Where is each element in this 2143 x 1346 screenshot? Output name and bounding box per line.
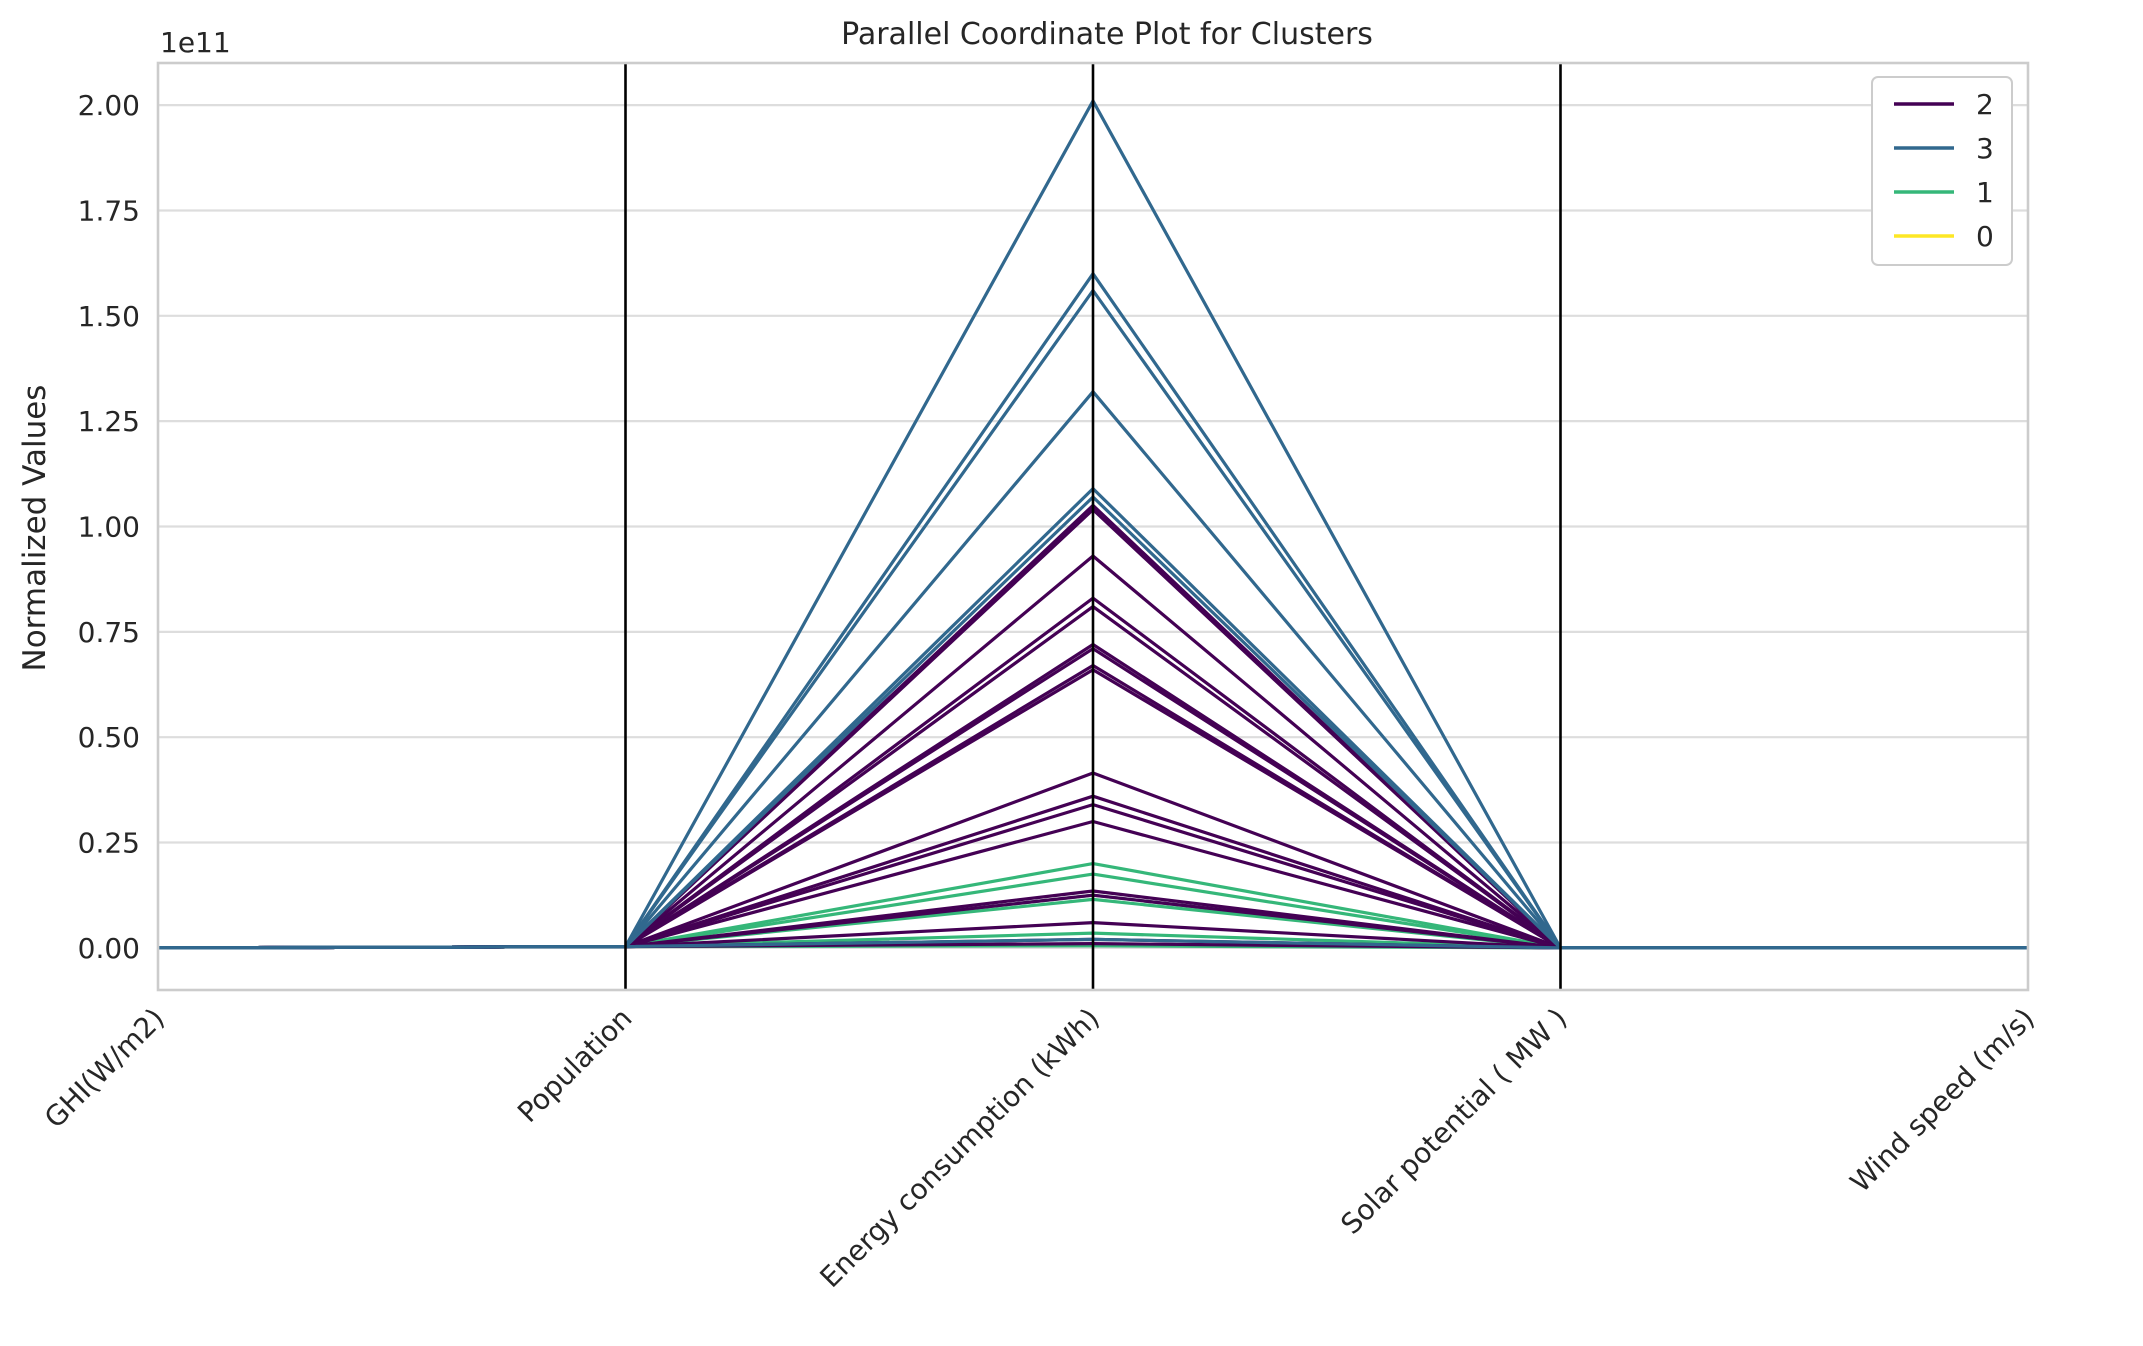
y-offset-text: 1e11: [160, 26, 231, 59]
x-tick-label: Wind speed (m/s): [1844, 1002, 2041, 1199]
x-tick-label: Energy consumption (kWh): [813, 1002, 1105, 1294]
legend-entry: 3: [1976, 132, 1994, 165]
legend: 2 3 1 0: [1871, 76, 2013, 266]
y-tick-label: 0.75: [78, 616, 140, 649]
x-tick-label: Population: [511, 1002, 638, 1129]
legend-entry: 0: [1976, 220, 1994, 253]
plot-frame: [156, 61, 2030, 992]
y-tick-label: 1.50: [78, 300, 140, 333]
y-tick-label: 2.00: [78, 89, 140, 122]
x-tick-labels: GHI(W/m2) Population Energy consumption (k…: [38, 1002, 2041, 1294]
axes-layer: [156, 61, 2030, 992]
y-axis-label: Normalized Values: [17, 385, 53, 672]
y-tick-label: 0.50: [78, 721, 140, 754]
y-tick-label: 0.25: [78, 827, 140, 860]
x-tick-label: Solar potential ( MW ): [1334, 1002, 1573, 1241]
y-tick-label: 1.00: [78, 511, 140, 544]
legend-frame: [1871, 76, 2013, 266]
y-tick-labels: 0.00 0.25 0.50 0.75 1.00 1.25 1.50 1.75 2.00: [78, 89, 140, 965]
y-tick-label: 1.75: [78, 194, 140, 227]
x-tick-label: GHI(W/m2): [38, 1002, 171, 1135]
y-tick-label: 1.25: [78, 405, 140, 438]
legend-entry: 1: [1976, 176, 1994, 209]
chart-title: Parallel Coordinate Plot for Clusters: [841, 17, 1373, 52]
y-tick-label: 0.00: [78, 932, 140, 965]
legend-entry: 2: [1976, 88, 1994, 121]
